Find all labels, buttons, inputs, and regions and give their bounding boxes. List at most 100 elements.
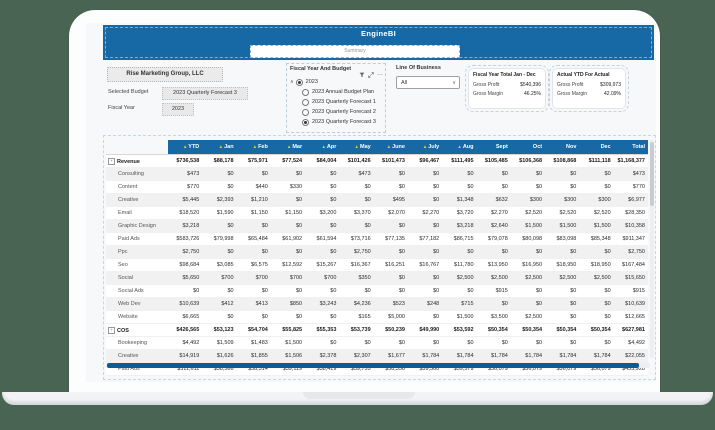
cell: $79,078 (476, 232, 511, 246)
column-header-apr[interactable]: ▲Apr (305, 140, 340, 155)
tree-item-option[interactable]: 2023 Quarterly Forecast 2 (290, 107, 384, 117)
column-header-nov[interactable]: Nov (545, 140, 580, 155)
kpi-label: Gross Margin (557, 91, 588, 97)
row-label: Graphic Design (118, 223, 156, 229)
table-row: Ppc $2,750 $0 $0 $0 $0 $2,750 $0 $0 $0 $0 $0 $0 $0 $2,… (106, 245, 648, 259)
company-button[interactable]: Rise Marketing Group, LLC (107, 67, 223, 82)
cell: $50,239 (373, 323, 408, 337)
selected-budget-value[interactable]: 2023 Quarterly Forecast 3 (162, 87, 248, 100)
column-header-mar[interactable]: ▲Mar (270, 140, 306, 155)
page-tab-summary[interactable]: Summary (250, 45, 460, 58)
cell: $473 (339, 167, 374, 181)
kpi-value: $309,973 (600, 82, 621, 88)
column-header-july[interactable]: ▲July (407, 140, 443, 155)
tree-item-year[interactable]: ∧ 2023 (290, 77, 384, 87)
radio-icon[interactable] (302, 108, 309, 116)
row-label-cell: Creative (106, 349, 168, 363)
cell: $3,218 (442, 219, 477, 233)
sort-icon: ▲ (182, 144, 188, 149)
column-header-dec[interactable]: Dec (579, 140, 614, 155)
cell: $49,990 (407, 323, 443, 337)
kpi-card-rows: Gross Profit $540,396 Gross Margin 46.25% (473, 81, 541, 99)
cell: $0 (339, 219, 374, 233)
cell: $0 (270, 219, 306, 233)
fiscal-year-value[interactable]: 2023 (162, 103, 194, 116)
cell: $6,665 (168, 310, 203, 324)
cell: $0 (510, 297, 546, 311)
cell: $96,467 (407, 154, 443, 168)
cell: $0 (373, 284, 408, 298)
cell: $0 (305, 167, 340, 181)
row-label-cell: Social (106, 271, 168, 285)
column-header-aug[interactable]: ▲Aug (442, 140, 477, 155)
cell: $16,767 (407, 258, 443, 272)
horizontal-scrollbar-thumb[interactable] (107, 363, 639, 368)
expand-icon[interactable]: + (108, 326, 115, 334)
app-title: EngineBI (361, 29, 396, 38)
cell: $0 (202, 284, 237, 298)
cell: $16,251 (373, 258, 408, 272)
column-header-ytd[interactable]: ▲YTD (168, 140, 203, 155)
tree-item-option[interactable]: 2023 Annual Budget Plan (290, 87, 384, 97)
radio-icon[interactable] (302, 98, 309, 106)
table-row-group[interactable]: + Revenue $736,538 $88,178 $75,971 $77,524 $84… (106, 154, 648, 168)
column-header-label: YTD (188, 144, 200, 150)
tree-item-label: 2023 Quarterly Forecast 1 (312, 99, 376, 105)
cell: $101,426 (339, 154, 374, 168)
cell: $2,270 (407, 206, 443, 220)
expand-icon[interactable]: + (108, 157, 115, 165)
column-header-feb[interactable]: ▲Feb (236, 140, 271, 155)
column-header-oct[interactable]: Oct (510, 140, 546, 155)
kpi-row: Gross Margin 46.25% (473, 90, 541, 99)
horizontal-scrollbar[interactable] (106, 363, 650, 368)
cell: $1,784 (545, 349, 580, 363)
column-header-rows[interactable] (106, 140, 168, 155)
budget-table-wrap: ▲YTD ▲Jan ▲Feb ▲Mar ▲Apr ▲May ▲June ▲July ▲Aug Se… (106, 140, 648, 376)
row-label-cell: Social Ads (106, 284, 168, 298)
collapse-icon[interactable]: ∧ (290, 79, 294, 85)
column-header-label: Mar (292, 144, 303, 150)
radio-selected-icon[interactable] (302, 118, 309, 126)
table-row-group[interactable]: + COS $426,565 $53,123 $54,704 $55,825 $55,353… (106, 323, 648, 337)
cell: $0 (579, 297, 614, 311)
filter-icon[interactable] (359, 65, 365, 83)
cell: $1,500 (545, 219, 580, 233)
cell: $0 (236, 219, 271, 233)
line-of-business-dropdown[interactable]: All ∨ (396, 76, 460, 89)
column-header-total[interactable]: Total (613, 140, 648, 155)
expand-visual-icon[interactable] (368, 65, 374, 83)
more-options-icon[interactable]: … (377, 70, 383, 77)
tree-item-option[interactable]: 2023 Quarterly Forecast 3 (290, 117, 384, 127)
radio-icon[interactable] (302, 88, 309, 96)
tree-item-option[interactable]: 2023 Quarterly Forecast 1 (290, 97, 384, 107)
table-row: Email $18,520 $1,590 $1,150 $1,150 $3,200 $3,3… (106, 206, 648, 220)
row-label: COS (117, 327, 129, 334)
cell: $0 (442, 245, 477, 259)
radio-selected-icon[interactable] (295, 78, 303, 86)
cell: $11,780 (442, 258, 477, 272)
cell: $50,354 (579, 323, 614, 337)
cell: $77,524 (270, 154, 306, 168)
cell: $85,348 (579, 232, 614, 246)
column-header-june[interactable]: ▲June (373, 140, 408, 155)
cell: $495 (373, 193, 408, 207)
slicer-toolbar: … (359, 65, 383, 83)
cell: $55,353 (305, 323, 340, 337)
column-header-sept[interactable]: Sept (476, 140, 511, 155)
vertical-scrollbar[interactable] (650, 140, 654, 358)
cell: $0 (168, 284, 203, 298)
cell: $73,716 (339, 232, 374, 246)
column-header-may[interactable]: ▲May (339, 140, 374, 155)
cell: $523 (373, 297, 408, 311)
vertical-scrollbar-thumb[interactable] (650, 142, 654, 206)
cell: $473 (613, 167, 648, 181)
cell: $0 (545, 167, 580, 181)
cell: $84,004 (305, 154, 340, 168)
row-label-cell: + COS (106, 323, 168, 337)
cell: $2,520 (579, 206, 614, 220)
column-header-jan[interactable]: ▲Jan (202, 140, 237, 155)
cell: $0 (579, 310, 614, 324)
row-label: Paid Ads (118, 236, 140, 242)
cell: $0 (442, 336, 477, 350)
cell: $473 (168, 167, 203, 181)
